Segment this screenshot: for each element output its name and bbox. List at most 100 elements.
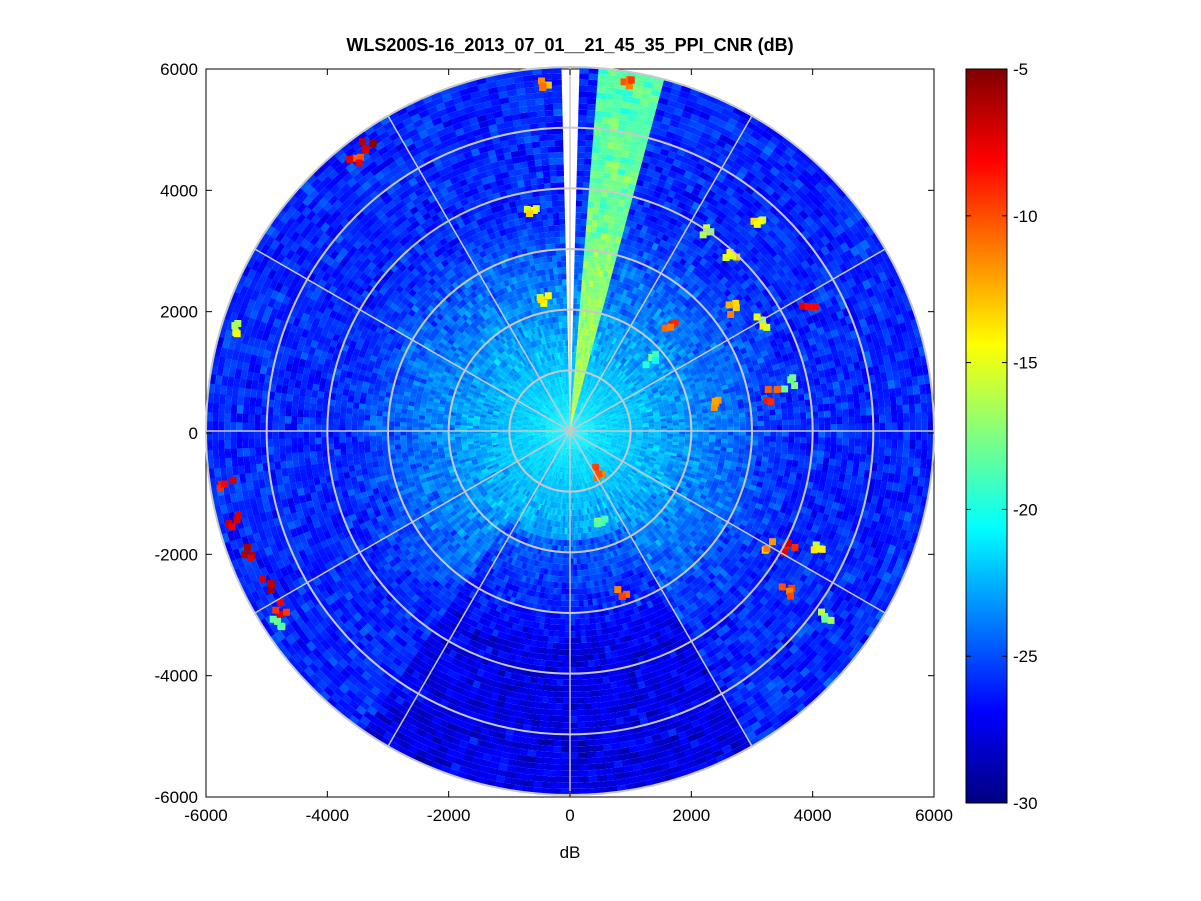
range-gate-cell	[584, 415, 590, 420]
range-gate-cell	[560, 408, 564, 415]
range-gate-cell	[557, 429, 565, 431]
range-gate-cell	[570, 437, 572, 444]
range-gate-cell	[575, 428, 582, 430]
range-gate-cell	[575, 407, 579, 414]
range-gate-cell	[541, 439, 548, 443]
range-gate-cell	[586, 421, 593, 425]
range-gate-cell	[567, 436, 569, 443]
range-gate-cell	[574, 448, 577, 455]
range-gate-cell	[454, 433, 461, 438]
range-gate-cell	[587, 447, 593, 453]
range-gate-cell	[587, 433, 595, 435]
range-gate-cell	[567, 443, 569, 450]
range-gate-cell	[551, 429, 558, 431]
range-gate-cell	[558, 427, 565, 430]
range-gate-cell	[571, 419, 573, 426]
range-gate-cell	[585, 439, 592, 443]
range-gate-cell	[584, 440, 591, 445]
range-gate-cell	[591, 441, 598, 445]
range-gate-cell	[598, 418, 605, 422]
range-gate-cell	[555, 438, 561, 443]
range-gate-cell	[574, 454, 577, 461]
range-gate-cell	[574, 435, 579, 441]
range-gate-cell	[562, 460, 565, 467]
range-gate-cell	[570, 406, 572, 413]
range-gate-cell	[546, 410, 553, 416]
range-gate-cell	[557, 439, 562, 445]
range-gate-cell	[552, 413, 558, 419]
range-gate-cell	[567, 412, 569, 420]
range-gate-cell	[551, 432, 559, 434]
range-gate-cell	[590, 403, 596, 410]
range-gate-cell	[593, 423, 600, 426]
range-gate-cell	[574, 422, 579, 427]
range-gate-cell	[552, 434, 559, 437]
range-gate-cell	[571, 419, 575, 426]
range-gate-cell	[591, 405, 597, 411]
range-gate-cell	[544, 444, 551, 449]
range-gate-cell	[592, 450, 598, 456]
range-gate-cell	[571, 436, 573, 443]
range-gate-cell	[573, 442, 576, 449]
range-gate-cell	[540, 448, 546, 454]
range-gate-cell	[546, 423, 553, 426]
range-gate-cell	[588, 432, 595, 435]
range-gate-cell	[582, 444, 587, 450]
range-gate-cell	[576, 415, 581, 422]
range-gate-cell	[582, 397, 586, 404]
range-gate-cell	[565, 346, 569, 353]
range-gate-cell	[565, 455, 568, 462]
range-gate-cell	[575, 460, 578, 467]
range-gate-cell	[571, 419, 574, 426]
range-gate-cell	[594, 432, 601, 435]
range-gate-cell	[565, 400, 567, 408]
range-gate-cell	[564, 454, 567, 461]
range-gate-cell	[562, 421, 567, 427]
range-gate-cell	[539, 433, 546, 435]
range-gate-cell	[592, 406, 598, 412]
range-gate-cell	[587, 434, 594, 437]
range-gate-cell	[565, 436, 568, 443]
range-gate-cell	[596, 413, 603, 418]
range-gate-cell	[535, 439, 542, 443]
range-gate-cell	[582, 451, 587, 457]
range-gate-cell	[565, 436, 569, 443]
range-gate-cell	[574, 407, 577, 414]
range-gate-cell	[546, 446, 552, 452]
range-gate-cell	[586, 420, 593, 424]
range-gate-cell	[581, 412, 587, 418]
range-gate-cell	[571, 436, 574, 443]
range-gate-cell	[575, 426, 582, 430]
range-gate-cell	[549, 448, 555, 455]
range-gate-cell	[593, 408, 599, 413]
range-gate-cell	[581, 432, 589, 434]
range-gate-cell	[575, 407, 578, 414]
range-gate-cell	[599, 438, 606, 442]
range-gate-cell	[574, 414, 578, 420]
range-gate-cell	[572, 540, 577, 547]
range-gate-cell	[654, 426, 661, 429]
range-gate-cell	[542, 416, 549, 420]
range-gate-cell	[558, 440, 563, 446]
range-gate-cell	[562, 441, 566, 448]
range-gate-cell	[555, 419, 561, 424]
range-gate-cell	[582, 413, 588, 419]
range-gate-cell	[576, 460, 579, 467]
range-gate-cell	[574, 435, 579, 440]
range-gate-cell	[583, 414, 589, 419]
range-gate-cell	[579, 420, 586, 425]
range-gate-cell	[567, 455, 569, 462]
range-gate-cell	[547, 421, 554, 425]
range-gate-cell	[591, 451, 598, 457]
range-gate-cell	[581, 428, 589, 430]
range-gate-cell	[587, 447, 593, 452]
range-gate-cell	[581, 434, 588, 438]
range-gate-cell	[540, 423, 547, 426]
range-gate-cell	[573, 394, 576, 402]
range-gate-cell	[581, 433, 588, 435]
range-gate-cell	[565, 442, 568, 449]
range-gate-cell	[575, 401, 578, 408]
range-gate-cell	[583, 415, 589, 420]
range-gate-cell	[540, 435, 547, 438]
range-gate-cell	[567, 436, 569, 443]
